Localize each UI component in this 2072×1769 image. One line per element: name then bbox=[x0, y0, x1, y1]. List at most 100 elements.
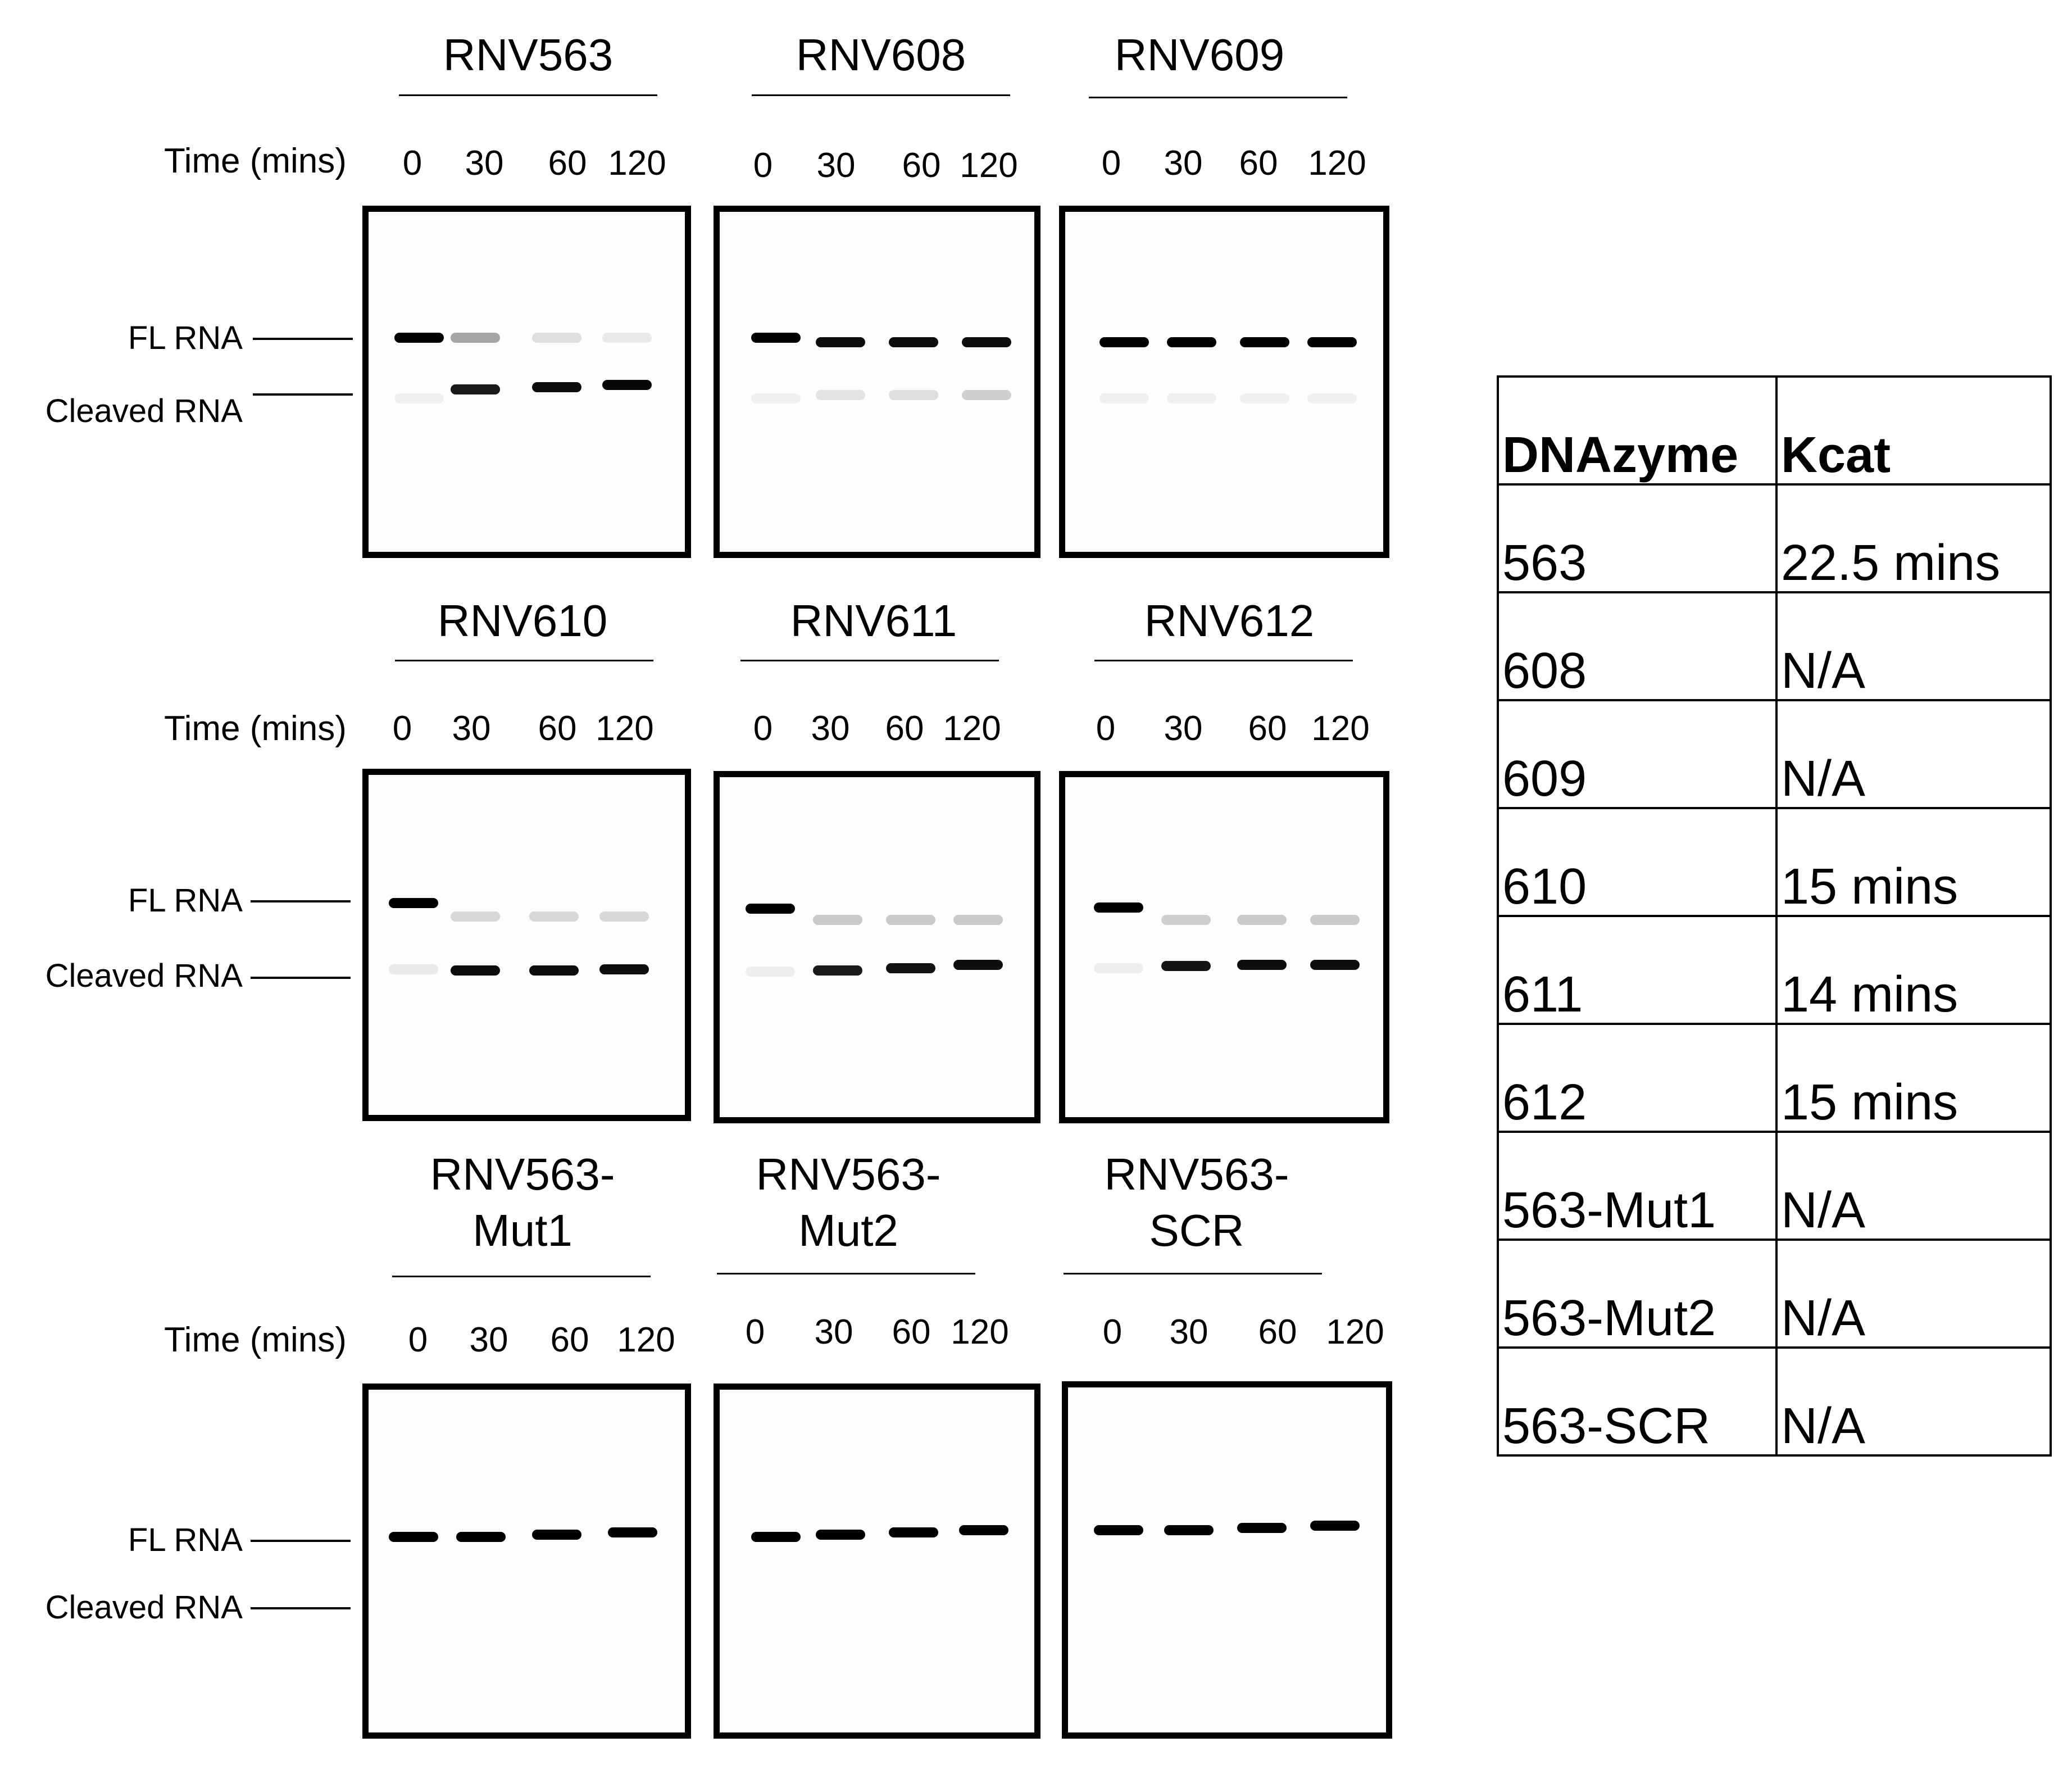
time-point: 0 bbox=[1101, 144, 1121, 183]
fl-rna-band bbox=[889, 1527, 938, 1537]
fl-rna-band bbox=[529, 911, 579, 922]
gel-title-underline bbox=[717, 1273, 975, 1274]
table-cell: N/A bbox=[1775, 591, 2052, 701]
table-row: 611 14 mins bbox=[1497, 915, 2052, 1025]
fl-rna-band bbox=[451, 911, 500, 922]
fl-rna-band bbox=[1094, 902, 1143, 913]
time-point: 0 bbox=[402, 144, 422, 183]
gel-title-rnv610: RNV610 bbox=[437, 596, 608, 646]
time-point: 30 bbox=[1169, 1313, 1208, 1351]
fl-rna-band bbox=[953, 915, 1003, 925]
table-row: 610 15 mins bbox=[1497, 807, 2052, 917]
fl-rna-band bbox=[1310, 1521, 1360, 1531]
time-label: Time (mins) bbox=[164, 1321, 347, 1359]
fl-rna-label: FL RNA bbox=[128, 1522, 243, 1558]
fl-rna-band bbox=[816, 1530, 865, 1540]
time-point: 30 bbox=[1164, 144, 1203, 183]
gel-title-underline bbox=[740, 660, 999, 661]
table-row: 608 N/A bbox=[1497, 591, 2052, 701]
table-cell: 15 mins bbox=[1775, 807, 2052, 917]
gel-title-underline bbox=[399, 94, 657, 96]
fl-rna-band bbox=[1310, 915, 1360, 925]
fl-rna-band bbox=[813, 915, 862, 925]
gel-rnv563-scr bbox=[1062, 1381, 1392, 1739]
fl-rna-band bbox=[1099, 337, 1149, 347]
time-point: 120 bbox=[960, 146, 1018, 185]
cleaved-rna-band bbox=[1099, 393, 1149, 403]
fl-rna-band bbox=[389, 1532, 438, 1542]
fl-rna-band bbox=[456, 1532, 506, 1542]
table-cell: 22.5 mins bbox=[1775, 483, 2052, 593]
time-point: 30 bbox=[1164, 709, 1203, 748]
fl-rna-marker bbox=[253, 338, 353, 340]
gel-title-underline bbox=[392, 1276, 651, 1277]
fl-rna-band bbox=[886, 915, 935, 925]
time-point: 30 bbox=[465, 144, 504, 183]
fl-rna-marker bbox=[251, 1540, 351, 1542]
table-row: 563 22.5 mins bbox=[1497, 483, 2052, 593]
fl-rna-marker bbox=[251, 900, 351, 902]
gel-rnv563-mut1 bbox=[362, 1384, 691, 1739]
time-point: 0 bbox=[753, 709, 773, 748]
table-cell: N/A bbox=[1775, 699, 2052, 809]
fl-rna-band bbox=[816, 337, 865, 347]
time-point: 30 bbox=[814, 1313, 853, 1351]
gel-title-rnv563: RNV563 bbox=[443, 30, 614, 80]
time-point: 120 bbox=[596, 709, 654, 748]
table-row: 612 15 mins bbox=[1497, 1023, 2052, 1133]
table-cell: 15 mins bbox=[1775, 1023, 2052, 1133]
time-label: Time (mins) bbox=[164, 709, 347, 748]
cleaved-rna-band bbox=[389, 964, 438, 974]
fl-rna-band bbox=[389, 898, 438, 908]
time-point: 60 bbox=[885, 709, 924, 748]
time-point: 120 bbox=[1311, 709, 1370, 748]
time-point: 120 bbox=[1326, 1313, 1384, 1351]
cleaved-rna-band bbox=[394, 393, 444, 403]
fl-rna-band bbox=[889, 337, 938, 347]
kcat-table: DNAzyme Kcat 563 22.5 mins 608 N/A 609 N/A … bbox=[1497, 375, 2052, 1457]
table-cell: 608 bbox=[1497, 591, 1778, 701]
gel-title-underline bbox=[395, 660, 653, 661]
table-header-kcat: Kcat bbox=[1775, 375, 2052, 486]
gel-title-rnv563-mut1: RNV563- bbox=[430, 1149, 615, 1199]
cleaved-rna-band bbox=[529, 965, 579, 976]
cleaved-rna-band bbox=[602, 380, 652, 390]
cleaved-rna-band bbox=[599, 964, 649, 974]
time-point: 120 bbox=[608, 144, 666, 183]
fl-rna-band bbox=[746, 904, 795, 914]
gel-title-rnv563-mut2-line2: Mut2 bbox=[798, 1205, 898, 1255]
fl-rna-band bbox=[751, 1532, 801, 1542]
fl-rna-band bbox=[1164, 1525, 1214, 1535]
time-point: 60 bbox=[550, 1321, 589, 1359]
fl-rna-band bbox=[608, 1527, 657, 1537]
gel-rnv610 bbox=[362, 769, 691, 1121]
gel-rnv612 bbox=[1059, 771, 1389, 1123]
time-point: 60 bbox=[902, 146, 941, 185]
gel-title-underline bbox=[752, 94, 1010, 96]
table-cell: 611 bbox=[1497, 915, 1778, 1025]
cleaved-rna-band bbox=[1094, 963, 1143, 973]
cleaved-rna-label: Cleaved RNA bbox=[45, 1589, 243, 1626]
gel-rnv608 bbox=[714, 206, 1040, 558]
fl-rna-band bbox=[602, 333, 652, 343]
fl-rna-band bbox=[599, 911, 649, 922]
cleaved-rna-band bbox=[532, 382, 581, 392]
table-cell: 563-Mut1 bbox=[1497, 1131, 1778, 1241]
gel-title-rnv612: RNV612 bbox=[1144, 596, 1315, 646]
cleaved-rna-band bbox=[1307, 393, 1357, 403]
cleaved-rna-marker bbox=[251, 1607, 351, 1609]
fl-rna-band bbox=[751, 333, 801, 343]
time-point: 60 bbox=[892, 1313, 931, 1351]
time-point: 0 bbox=[392, 709, 412, 748]
cleaved-rna-band bbox=[751, 393, 801, 403]
time-point: 120 bbox=[951, 1313, 1009, 1351]
gel-title-rnv563-mut1-line2: Mut1 bbox=[472, 1205, 572, 1255]
time-point: 60 bbox=[548, 144, 587, 183]
table-cell: N/A bbox=[1775, 1346, 2052, 1457]
table-cell: 563-SCR bbox=[1497, 1346, 1778, 1457]
gel-title-underline bbox=[1094, 660, 1353, 661]
fl-rna-band bbox=[962, 337, 1011, 347]
cleaved-rna-band bbox=[746, 967, 795, 977]
time-point: 60 bbox=[538, 709, 577, 748]
cleaved-rna-band bbox=[1237, 960, 1287, 970]
